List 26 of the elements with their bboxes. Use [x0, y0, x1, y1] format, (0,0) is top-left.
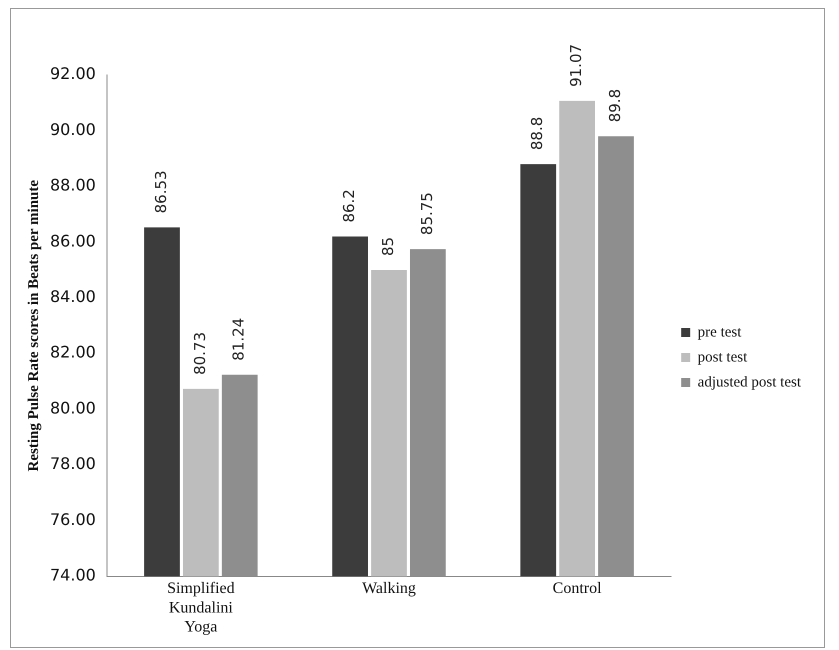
y-tick-label: 86.00: [50, 231, 96, 250]
data-label: 85.75: [418, 192, 436, 236]
data-label: 85: [378, 236, 397, 256]
data-label: 86.2: [340, 189, 358, 223]
data-label: 91.07: [567, 44, 586, 87]
data-label: 81.24: [230, 318, 248, 361]
y-tick-label: 84.00: [50, 287, 96, 306]
y-tick-label: 90.00: [50, 120, 96, 139]
data-label: 89.8: [606, 88, 624, 122]
x-tick-label: Simplified Kundalini Yoga: [167, 580, 235, 636]
legend-label: post test: [698, 349, 748, 366]
y-tick-label: 82.00: [50, 342, 96, 362]
y-tick-label: 88.00: [50, 176, 96, 195]
x-tick-label: Walking: [362, 580, 416, 598]
data-label: 88.8: [528, 116, 546, 150]
y-axis-title: Resting Pulse Rate scores in Beats per minute: [26, 180, 42, 472]
data-label: 80.73: [190, 332, 209, 375]
y-tick-label: 76.00: [50, 510, 96, 529]
y-tick-label: 80.00: [50, 398, 96, 418]
y-tick-label: 92.00: [50, 64, 96, 84]
legend-label: adjusted post test: [698, 374, 802, 390]
y-tick-label: 74.00: [50, 566, 96, 585]
legend-label: pre test: [698, 324, 742, 340]
data-label: 86.53: [152, 170, 170, 214]
x-tick-label: Control: [552, 580, 602, 598]
y-tick-label: 78.00: [50, 454, 96, 474]
